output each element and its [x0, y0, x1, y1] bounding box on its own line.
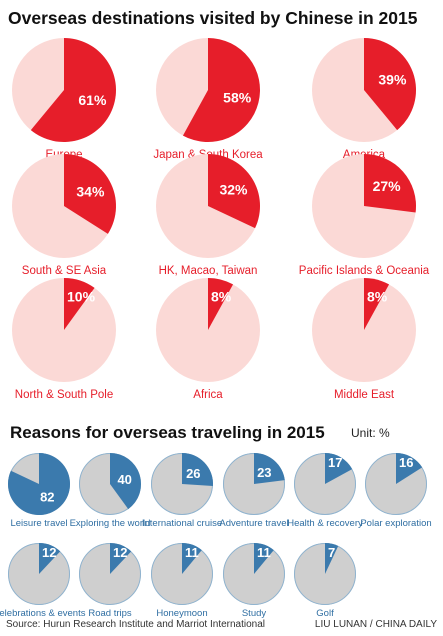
pie-polar-exploration: 16 Polar exploration: [360, 453, 432, 529]
destinations-title: Overseas destinations visited by Chinese…: [8, 8, 418, 28]
pie-slice-north-and-south-pole: [64, 278, 95, 330]
pie-category-label: International cruise: [142, 518, 222, 529]
pie-slice-middle-east: [364, 278, 390, 330]
pie-slice-road-trips: [110, 543, 132, 574]
pie-adventure-travel: 23 Adventure travel: [219, 453, 289, 529]
pie-value-label: 8%: [211, 288, 232, 304]
pie-value-label: 26: [186, 466, 200, 481]
pie-category-label: Polar exploration: [360, 518, 431, 529]
pie-category-label: North & South Pole: [15, 389, 113, 401]
pie-value-label: 34%: [76, 183, 105, 199]
pie-slice-hk-macao-taiwan: [208, 154, 260, 229]
pie-study: 11 Study: [223, 543, 285, 619]
pie-category-label: Leisure travel: [10, 518, 67, 529]
pie-category-label: Honeymoon: [156, 608, 207, 619]
pie-golf: 7 Golf: [294, 543, 356, 619]
pie-value-label: 12: [42, 545, 56, 560]
pie-hk-macao-taiwan: 32% HK, Macao, Taiwan: [156, 154, 260, 277]
pie-slice-polar-exploration: [396, 453, 423, 484]
pie-japan-and-south-korea: 58%Japan & South Korea: [153, 38, 263, 161]
pie-middle-east: 8% Middle East: [312, 278, 416, 401]
pie-pacific-islands-and-oceania: 27% Pacific Islands & Oceania: [299, 154, 430, 277]
pie-slice-golf: [325, 543, 339, 574]
pie-category-label: HK, Macao, Taiwan: [159, 265, 258, 277]
reasons-title: Reasons for overseas traveling in 2015: [10, 423, 325, 442]
pie-honeymoon: 11 Honeymoon: [151, 543, 213, 619]
pie-category-label: Middle East: [334, 389, 395, 401]
pie-category-label: Road trips: [88, 608, 132, 619]
pie-value-label: 39%: [378, 72, 407, 88]
pie-value-label: 32%: [219, 182, 248, 198]
pie-slice-leisure-travel: [7, 453, 70, 516]
pie-category-label: Golf: [316, 608, 334, 619]
pie-category-label: Study: [242, 608, 267, 619]
pie-value-label: 11: [257, 545, 271, 560]
pie-south-and-se-asia: 34% South & SE Asia: [12, 154, 117, 277]
pie-north-and-south-pole: 10% North & South Pole: [12, 278, 116, 401]
pie-value-label: 40: [117, 472, 131, 487]
pie-leisure-travel: 82 Leisure travel: [7, 453, 70, 529]
pie-slice-study: [254, 543, 274, 574]
pie-category-label: Pacific Islands & Oceania: [299, 265, 430, 277]
pie-america: 39%America: [312, 38, 417, 161]
pie-value-label: 11: [185, 545, 199, 560]
pie-international-cruise: 26 International cruise: [142, 453, 222, 529]
destinations-pie-grid: 61%Europe 58%Japan & South Korea 39%Americ…: [12, 38, 430, 401]
pie-exploring-the-world: 40 Exploring the world: [70, 453, 151, 529]
pie-slice-south-and-se-asia: [64, 154, 117, 234]
pie-slice-america: [364, 38, 417, 131]
pie-health-and-recovery: 17 Health & recovery: [287, 453, 363, 529]
pie-slice-adventure-travel: [254, 453, 285, 484]
pie-slice-europe: [30, 38, 116, 142]
pie-slice-international-cruise: [182, 453, 214, 486]
pie-category-label: Adventure travel: [219, 518, 288, 529]
pie-europe: 61%Europe: [12, 38, 116, 161]
pie-value-label: 17: [328, 455, 342, 470]
pie-category-label: Africa: [193, 389, 223, 401]
pie-value-label: 10%: [67, 288, 96, 304]
pie-value-label: 16: [399, 455, 413, 470]
pie-category-label: Health & recovery: [287, 518, 363, 529]
pie-value-label: 27%: [373, 178, 402, 194]
pie-slice-honeymoon: [182, 543, 202, 574]
pie-category-label: South & SE Asia: [22, 265, 107, 277]
pie-slice-africa: [208, 278, 234, 330]
pie-value-label: 12: [113, 545, 127, 560]
pie-slice-health-and-recovery: [325, 453, 353, 484]
pie-road-trips: 12 Road trips: [79, 543, 141, 619]
pie-slice-celebrations-and-events: [39, 543, 61, 574]
pie-slice-pacific-islands-and-oceania: [364, 154, 417, 213]
pie-value-label: 8%: [367, 288, 388, 304]
pie-value-label: 23: [257, 465, 271, 480]
source-note: Source: Hurun Research Institute and Mar…: [6, 619, 265, 630]
pie-celebrations-and-events: 12 Celebrations & events: [0, 543, 86, 619]
pie-value-label: 82: [40, 490, 54, 505]
pie-africa: 8% Africa: [156, 278, 260, 401]
pie-category-label: Exploring the world: [70, 518, 151, 529]
pie-slice-exploring-the-world: [110, 453, 141, 510]
credit-note: LIU LUNAN / CHINA DAILY: [315, 619, 437, 630]
reasons-pie-grid: 82 Leisure travel 40 Exploring the world 26 I…: [0, 453, 432, 619]
pie-slice-japan-and-south-korea: [182, 38, 260, 142]
pie-value-label: 58%: [223, 89, 252, 105]
pie-value-label: 61%: [78, 92, 107, 108]
pie-category-label: Celebrations & events: [0, 608, 86, 619]
pie-value-label: 7: [328, 545, 335, 560]
unit-label: Unit: %: [351, 426, 390, 440]
